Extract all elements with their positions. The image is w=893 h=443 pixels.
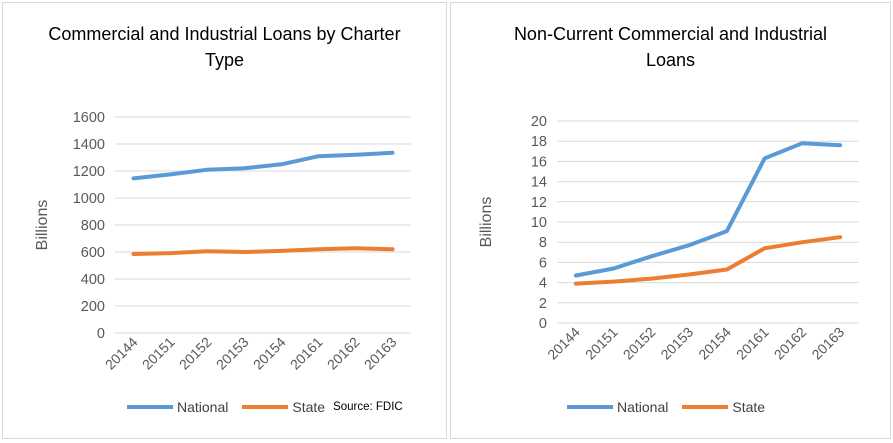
legend-swatch-national-left xyxy=(127,405,173,409)
legend-swatch-state-left xyxy=(242,405,289,409)
legend-left: National State Source: FDIC xyxy=(127,399,403,415)
source-note: Source: FDIC xyxy=(333,401,403,413)
y-tick-label-left-8: 1600 xyxy=(73,110,105,126)
legend-item-state-left: State xyxy=(242,399,325,415)
x-tick-label-left-0: 20144 xyxy=(102,334,141,373)
y-tick-label-left-0: 0 xyxy=(97,326,105,342)
x-tick-label-left-5: 20161 xyxy=(287,334,326,373)
y-tick-label-left-2: 400 xyxy=(81,272,105,288)
y-tick-label-left-6: 1200 xyxy=(73,164,105,180)
x-tick-label-right-7: 20163 xyxy=(808,324,847,363)
legend-swatch-national-right xyxy=(567,405,613,409)
y-tick-label-right-2: 4 xyxy=(539,276,547,292)
y-tick-label-right-0: 0 xyxy=(539,316,547,332)
y-tick-label-left-7: 1400 xyxy=(73,137,105,153)
legend-label-national-right: National xyxy=(617,399,669,415)
chart-plot-left: 0200400600800100012001400160020144201512… xyxy=(34,110,411,373)
chart-title-left: Commercial and Industrial Loans by Chart… xyxy=(48,24,401,70)
legend-label-state-left: State xyxy=(292,399,326,415)
y-tick-label-right-8: 16 xyxy=(531,154,547,170)
x-tick-label-left-2: 20152 xyxy=(176,334,215,373)
chart-title-right: Non-Current Commercial and Industrial Lo… xyxy=(513,24,828,70)
x-tick-label-left-6: 20162 xyxy=(324,334,363,373)
series-line-state-right xyxy=(573,235,843,286)
series-line-state-left xyxy=(131,246,395,256)
series-line-national-right xyxy=(573,141,843,278)
x-tick-label-left-4: 20154 xyxy=(250,334,289,373)
x-tick-label-right-0: 20144 xyxy=(544,324,583,363)
legend-item-national-right: National xyxy=(567,399,668,415)
x-tick-label-right-2: 20152 xyxy=(620,324,659,363)
x-tick-label-right-1: 20151 xyxy=(582,324,621,363)
y-tick-label-right-9: 18 xyxy=(531,134,547,150)
legend-right: National State xyxy=(567,399,779,415)
legend-item-national-left: National xyxy=(127,399,228,415)
x-tick-label-left-1: 20151 xyxy=(139,334,178,373)
y-tick-label-left-4: 800 xyxy=(81,218,105,234)
y-tick-label-right-10: 20 xyxy=(531,114,547,130)
legend-item-state-right: State xyxy=(682,399,765,415)
y-axis-label-left: Billions xyxy=(34,200,51,251)
y-tick-label-left-1: 200 xyxy=(81,299,105,315)
legend-label-national-left: National xyxy=(177,399,229,415)
y-tick-label-right-3: 6 xyxy=(539,255,547,271)
x-tick-label-right-5: 20161 xyxy=(733,324,772,363)
chart-panel-left: Commercial and Industrial Loans by Chart… xyxy=(2,2,447,439)
legend-label-state-right: State xyxy=(732,399,766,415)
x-tick-label-left-7: 20163 xyxy=(361,334,400,373)
x-tick-label-right-6: 20162 xyxy=(771,324,810,363)
y-tick-label-right-4: 8 xyxy=(539,235,547,251)
legend-swatch-state-right xyxy=(682,405,729,409)
chart-panel-right: Non-Current Commercial and Industrial Lo… xyxy=(450,2,891,439)
x-tick-label-right-3: 20153 xyxy=(657,324,696,363)
x-tick-label-left-3: 20153 xyxy=(213,334,252,373)
y-tick-label-left-3: 600 xyxy=(81,245,105,261)
y-tick-label-left-5: 1000 xyxy=(73,191,105,207)
chart-plot-right: 0246810121416182020144201512015220153201… xyxy=(478,114,859,363)
y-tick-label-right-1: 2 xyxy=(539,296,547,312)
y-axis-label-right: Billions xyxy=(478,197,495,248)
y-tick-label-right-6: 12 xyxy=(531,195,547,211)
y-tick-label-right-7: 14 xyxy=(531,175,547,191)
series-line-national-left xyxy=(131,150,395,181)
x-tick-label-right-4: 20154 xyxy=(695,324,734,363)
y-tick-label-right-5: 10 xyxy=(531,215,547,231)
